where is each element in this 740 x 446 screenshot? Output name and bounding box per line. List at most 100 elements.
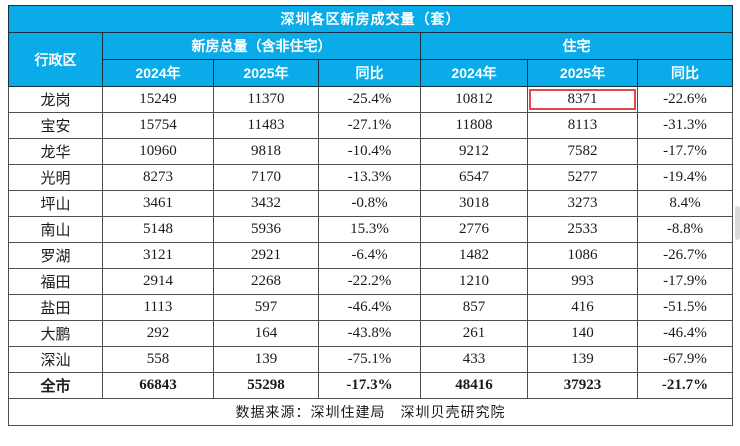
cell-res-yoy: -17.7% bbox=[636, 138, 734, 165]
cell-total-2024: 3121 bbox=[102, 242, 214, 269]
cell-res-2024: 1210 bbox=[420, 268, 528, 295]
cell-district: 全市 bbox=[8, 372, 103, 399]
cell-res-2024: 857 bbox=[420, 294, 528, 321]
cell-total-yoy: -0.8% bbox=[318, 190, 421, 217]
col-header-group-residential: 住宅 bbox=[419, 32, 734, 60]
cell-total-yoy: 15.3% bbox=[318, 216, 421, 243]
cell-res-2024: 3018 bbox=[420, 190, 528, 217]
cell-res-yoy: -51.5% bbox=[636, 294, 734, 321]
cell-total-yoy: -13.3% bbox=[318, 164, 421, 191]
cell-total-2024: 8273 bbox=[102, 164, 214, 191]
cell-total-2024: 292 bbox=[102, 320, 214, 347]
cell-total-2024: 558 bbox=[102, 346, 214, 373]
col-header-res-2024: 2024年 bbox=[420, 59, 528, 87]
cell-total-2024: 15754 bbox=[102, 112, 214, 139]
cell-res-yoy: -17.9% bbox=[636, 268, 734, 295]
cell-district: 罗湖 bbox=[8, 242, 103, 269]
cell-res-yoy: -67.9% bbox=[636, 346, 734, 373]
cell-res-2024: 433 bbox=[420, 346, 528, 373]
cell-total-2025: 2268 bbox=[213, 268, 319, 295]
cell-total-2025: 9818 bbox=[213, 138, 319, 165]
cell-district: 光明 bbox=[8, 164, 103, 191]
cell-res-2025: 1086 bbox=[527, 242, 638, 269]
cell-res-2024: 6547 bbox=[420, 164, 528, 191]
cell-total-2025: 139 bbox=[213, 346, 319, 373]
cell-total-yoy: -10.4% bbox=[318, 138, 421, 165]
cell-district: 坪山 bbox=[8, 190, 103, 217]
cell-total-2024: 66843 bbox=[102, 372, 214, 399]
data-source: 数据来源：深圳住建局 深圳贝壳研究院 bbox=[7, 398, 734, 426]
cell-total-2025: 2921 bbox=[213, 242, 319, 269]
table-row: 罗湖 3121 2921 -6.4% 1482 1086 -26.7% bbox=[8, 242, 734, 269]
cell-total-2025: 597 bbox=[213, 294, 319, 321]
cell-res-2024: 10812 bbox=[420, 86, 528, 113]
cell-district: 盐田 bbox=[8, 294, 103, 321]
cell-res-2024: 261 bbox=[420, 320, 528, 347]
cell-res-2025: 5277 bbox=[527, 164, 638, 191]
cell-total-2025: 55298 bbox=[213, 372, 319, 399]
footer-row: 数据来源：深圳住建局 深圳贝壳研究院 bbox=[7, 398, 734, 426]
cell-total-yoy: -6.4% bbox=[318, 242, 421, 269]
cell-res-2024: 48416 bbox=[420, 372, 528, 399]
cell-total-yoy: -46.4% bbox=[318, 294, 421, 321]
cell-total-yoy: -17.3% bbox=[318, 372, 421, 399]
cell-res-2024: 2776 bbox=[420, 216, 528, 243]
cell-res-yoy: 8.4% bbox=[636, 190, 734, 217]
cell-total-yoy: -27.1% bbox=[318, 112, 421, 139]
cell-district: 龙岗 bbox=[8, 86, 103, 113]
cell-res-yoy: -8.8% bbox=[636, 216, 734, 243]
cell-total-2025: 7170 bbox=[213, 164, 319, 191]
cell-total-2025: 164 bbox=[213, 320, 319, 347]
table-row: 深汕 558 139 -75.1% 433 139 -67.9% bbox=[8, 346, 734, 373]
col-header-total-2024: 2024年 bbox=[102, 59, 214, 87]
col-header-res-yoy: 同比 bbox=[636, 59, 734, 87]
cell-res-2025: 8113 bbox=[527, 112, 638, 139]
group-header-row: 行政区 新房总量（含非住宅） 住宅 bbox=[8, 32, 734, 87]
cell-total-2024: 2914 bbox=[102, 268, 214, 295]
housing-table-container: 深圳各区新房成交量（套） 行政区 新房总量（含非住宅） 住宅 2024年 202… bbox=[7, 5, 734, 426]
cell-total-2024: 5148 bbox=[102, 216, 214, 243]
cell-res-yoy: -21.7% bbox=[636, 372, 734, 399]
table-row: 全市 66843 55298 -17.3% 48416 37923 -21.7% bbox=[8, 372, 734, 399]
cell-res-yoy: -31.3% bbox=[636, 112, 734, 139]
cell-res-2025: 37923 bbox=[527, 372, 638, 399]
cell-district: 龙华 bbox=[8, 138, 103, 165]
cell-total-yoy: -75.1% bbox=[318, 346, 421, 373]
cell-district: 宝安 bbox=[8, 112, 103, 139]
table-row: 盐田 1113 597 -46.4% 857 416 -51.5% bbox=[8, 294, 734, 321]
col-header-district: 行政区 bbox=[8, 32, 103, 87]
cell-res-2025: 140 bbox=[527, 320, 638, 347]
cell-total-2025: 5936 bbox=[213, 216, 319, 243]
table-row: 大鹏 292 164 -43.8% 261 140 -46.4% bbox=[8, 320, 734, 347]
cell-district: 福田 bbox=[8, 268, 103, 295]
title-row: 深圳各区新房成交量（套） bbox=[7, 5, 734, 33]
table-title: 深圳各区新房成交量（套） bbox=[7, 5, 734, 33]
cell-total-2024: 3461 bbox=[102, 190, 214, 217]
cell-res-2025: 2533 bbox=[527, 216, 638, 243]
table-row: 光明 8273 7170 -13.3% 6547 5277 -19.4% bbox=[8, 164, 734, 191]
col-header-res-2025: 2025年 bbox=[527, 59, 638, 87]
cell-res-2025: 139 bbox=[527, 346, 638, 373]
col-header-total-yoy: 同比 bbox=[318, 59, 421, 87]
cell-total-yoy: -43.8% bbox=[318, 320, 421, 347]
housing-table: 深圳各区新房成交量（套） 行政区 新房总量（含非住宅） 住宅 2024年 202… bbox=[7, 5, 734, 426]
col-header-total-2025: 2025年 bbox=[213, 59, 319, 87]
scrollbar-thumb[interactable] bbox=[735, 206, 740, 240]
cell-res-2025: 7582 bbox=[527, 138, 638, 165]
cell-res-yoy: -19.4% bbox=[636, 164, 734, 191]
cell-total-2025: 11483 bbox=[213, 112, 319, 139]
table-row: 宝安 15754 11483 -27.1% 11808 8113 -31.3% bbox=[8, 112, 734, 139]
cell-total-yoy: -22.2% bbox=[318, 268, 421, 295]
cell-res-2024: 9212 bbox=[420, 138, 528, 165]
cell-res-2025: 416 bbox=[527, 294, 638, 321]
cell-district: 大鹏 bbox=[8, 320, 103, 347]
cell-res-yoy: -46.4% bbox=[636, 320, 734, 347]
cell-res-2024: 11808 bbox=[420, 112, 528, 139]
cell-res-2025: 8371 bbox=[527, 86, 638, 113]
cell-district: 南山 bbox=[8, 216, 103, 243]
cell-total-2025: 11370 bbox=[213, 86, 319, 113]
cell-res-2025: 993 bbox=[527, 268, 638, 295]
table-row: 福田 2914 2268 -22.2% 1210 993 -17.9% bbox=[8, 268, 734, 295]
cell-res-2024: 1482 bbox=[420, 242, 528, 269]
col-header-group-total: 新房总量（含非住宅） bbox=[102, 32, 421, 60]
